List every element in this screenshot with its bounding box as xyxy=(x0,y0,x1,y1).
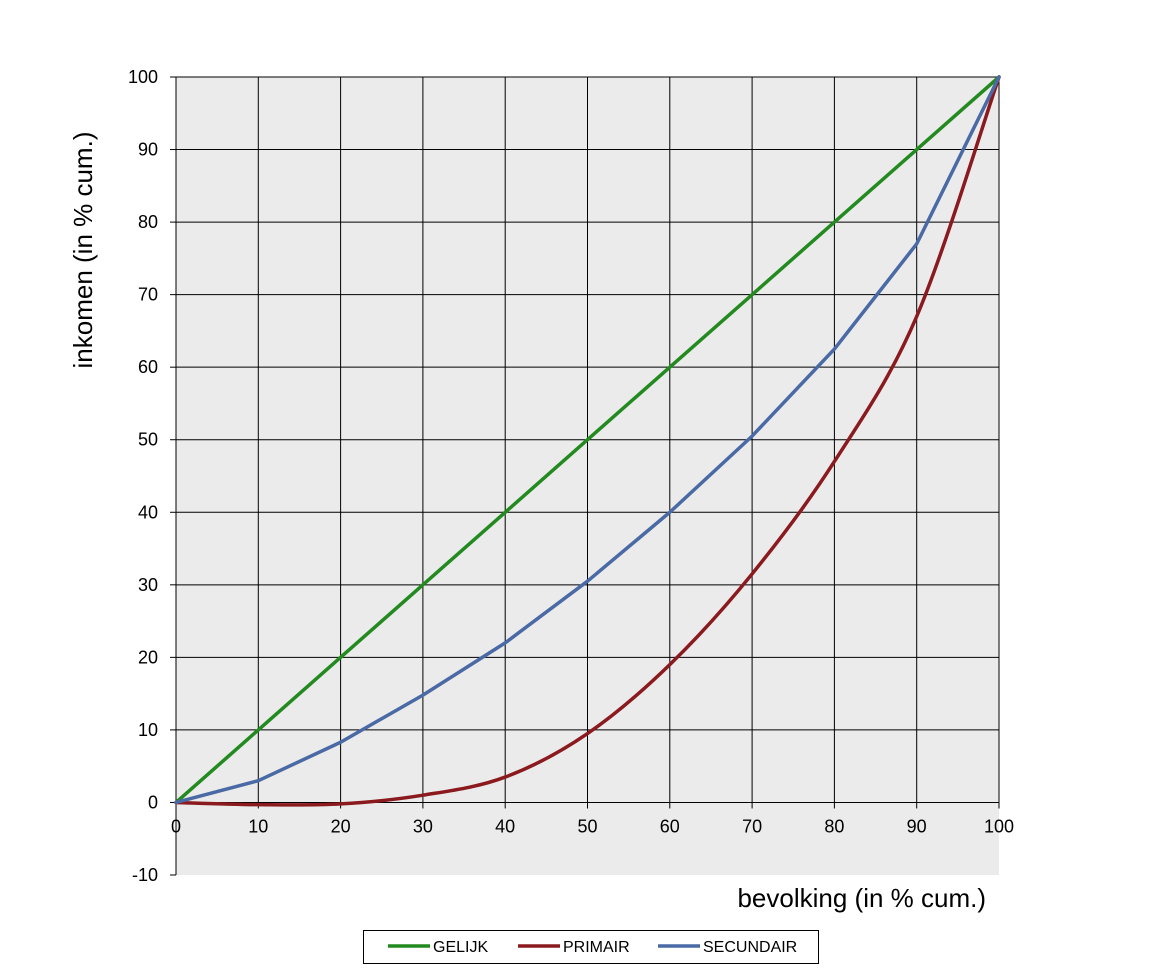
y-tick-label: 70 xyxy=(138,285,158,305)
y-tick-label: 80 xyxy=(138,212,158,232)
x-tick-label: 0 xyxy=(171,816,181,836)
y-tick-label: 20 xyxy=(138,647,158,667)
x-tick-label: 90 xyxy=(907,816,927,836)
y-tick-label: 0 xyxy=(148,792,158,812)
x-tick-label: 30 xyxy=(413,816,433,836)
legend-box xyxy=(363,930,819,964)
y-tick-label: 90 xyxy=(138,140,158,160)
grid xyxy=(170,76,1000,876)
y-tick-labels: -10 0 10 20 30 40 50 60 70 80 90 100 xyxy=(128,67,158,885)
x-tick-label: 10 xyxy=(248,816,268,836)
x-tick-label: 60 xyxy=(660,816,680,836)
x-tick-label: 100 xyxy=(984,816,1014,836)
x-tick-label: 20 xyxy=(331,816,351,836)
series-line-secundair xyxy=(174,75,1001,805)
legend: GELIJK PRIMAIR SECUNDAIR xyxy=(363,930,819,964)
x-tick-label: 40 xyxy=(495,816,515,836)
legend-label-primair: PRIMAIR xyxy=(563,939,630,956)
y-tick-label: 50 xyxy=(138,430,158,450)
x-axis-title: bevolking (in % cum.) xyxy=(737,883,986,913)
series-line-primair xyxy=(174,75,1001,807)
series-lines xyxy=(174,75,1001,807)
x-tick-label: 80 xyxy=(824,816,844,836)
series-line-gelijk xyxy=(174,75,1001,805)
y-tick-label: 100 xyxy=(128,67,158,87)
y-tick-label: 60 xyxy=(138,357,158,377)
y-axis-title: inkomen (in % cum.) xyxy=(68,132,98,369)
legend-label-secundair: SECUNDAIR xyxy=(703,939,797,956)
x-tick-label: 50 xyxy=(577,816,597,836)
y-tick-label: 10 xyxy=(138,720,158,740)
x-tick-labels: 0 10 20 30 40 50 60 70 80 90 100 xyxy=(171,816,1014,836)
y-tick-label: 40 xyxy=(138,502,158,522)
y-tick-label: -10 xyxy=(132,865,158,885)
legend-label-gelijk: GELIJK xyxy=(433,939,488,956)
y-tick-label: 30 xyxy=(138,575,158,595)
x-tick-label: 70 xyxy=(742,816,762,836)
